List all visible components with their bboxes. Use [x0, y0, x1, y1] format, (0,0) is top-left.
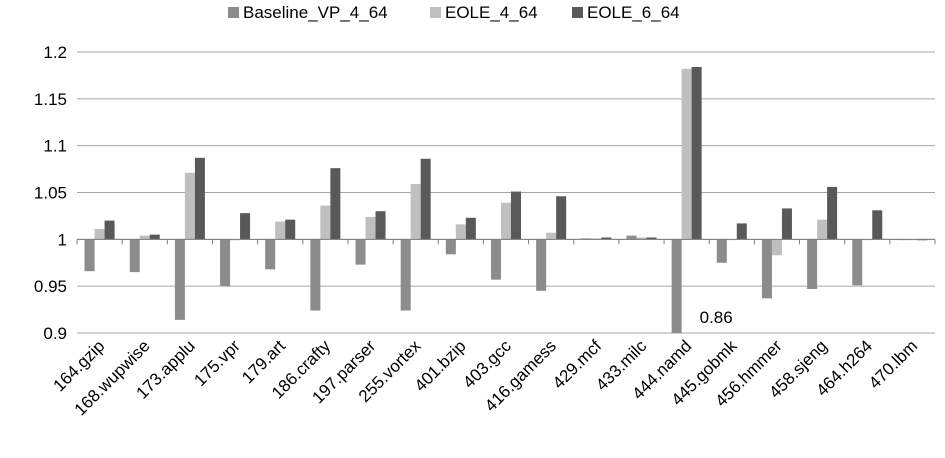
bar-eole-4-64-197-parser — [365, 216, 376, 240]
y-tick-label: 1.15 — [34, 90, 67, 109]
bar-baseline-vp-4-64-433-milc — [626, 235, 637, 240]
x-axis-tick-labels: 164.gzip168.wupwise173.applu175.vpr179.a… — [50, 336, 922, 419]
bar-baseline-vp-4-64-445-gobmk — [716, 239, 727, 263]
bar-eole-6-64-464-h264 — [872, 210, 883, 240]
bar-baseline-vp-4-64-444-namd — [671, 239, 682, 333]
bar-eole-6-64-401-bzip — [465, 217, 476, 240]
y-tick-label: 1.1 — [43, 137, 67, 156]
bars — [84, 66, 928, 333]
legend-swatch-baseline-vp-4-64 — [228, 7, 239, 18]
legend-label-eole-6-64: EOLE_6_64 — [587, 3, 680, 22]
bar-baseline-vp-4-64-403-gcc — [491, 239, 501, 280]
y-tick-label: 1.05 — [34, 184, 67, 203]
annotations: 0.86 — [700, 308, 733, 327]
bar-eole-4-64-168-wupwise — [139, 235, 150, 240]
bar-baseline-vp-4-64-173-applu — [174, 239, 185, 320]
bar-eole-6-64-456-hmmer — [781, 208, 792, 240]
x-axis-line — [76, 238, 936, 245]
legend: Baseline_VP_4_64 EOLE_4_64 EOLE_6_64 — [228, 3, 680, 22]
bar-baseline-vp-4-64-164-gzip — [84, 239, 95, 272]
bar-baseline-vp-4-64-186-crafty — [310, 239, 321, 311]
bar-eole-6-64-255-vortex — [420, 158, 431, 240]
x-tick-label: 470.lbm — [865, 336, 921, 392]
bar-eole-6-64-429-mcf — [601, 237, 612, 240]
y-tick-label: 1 — [58, 230, 67, 249]
bar-eole-6-64-445-gobmk — [736, 223, 747, 240]
bar-eole-6-64-403-gcc — [511, 191, 521, 240]
y-tick-label: 0.95 — [34, 277, 67, 296]
bar-baseline-vp-4-64-179-art — [265, 239, 276, 270]
bar-eole-6-64-186-crafty — [330, 168, 341, 240]
bar-baseline-vp-4-64-456-hmmer — [761, 239, 772, 299]
bar-baseline-vp-4-64-168-wupwise — [129, 239, 140, 273]
bar-eole-6-64-168-wupwise — [149, 234, 160, 240]
legend-swatch-eole-4-64 — [430, 7, 441, 18]
bar-eole-4-64-456-hmmer — [771, 239, 782, 256]
bar-eole-6-64-458-sjeng — [827, 186, 838, 240]
bar-eole-4-64-255-vortex — [410, 184, 421, 240]
bar-baseline-vp-4-64-458-sjeng — [807, 239, 818, 289]
bar-eole-6-64-179-art — [285, 219, 296, 240]
data-label: 0.86 — [700, 308, 733, 327]
bar-eole-4-64-416-gamess — [546, 232, 557, 240]
y-tick-label: 0.9 — [43, 324, 67, 343]
legend-label-baseline-vp-4-64: Baseline_VP_4_64 — [243, 3, 388, 22]
y-axis-tick-labels: 0.9 0.95 1 1.05 1.1 1.15 1.2 — [34, 43, 67, 343]
y-tick-label: 1.2 — [43, 43, 67, 62]
bar-eole-4-64-458-sjeng — [817, 219, 828, 240]
bar-eole-4-64-444-namd — [681, 68, 692, 240]
gridlines — [77, 51, 935, 334]
bar-eole-4-64-179-art — [275, 221, 286, 240]
bar-eole-6-64-197-parser — [375, 211, 386, 240]
bar-eole-6-64-416-gamess — [556, 196, 567, 240]
bar-eole-6-64-175-vpr — [240, 213, 251, 240]
x-tick-label: 175.vpr — [190, 336, 244, 390]
bar-eole-4-64-433-milc — [636, 237, 647, 240]
bar-eole-6-64-444-namd — [691, 66, 702, 240]
bar-eole-6-64-164-gzip — [104, 220, 115, 240]
bar-baseline-vp-4-64-255-vortex — [400, 239, 411, 311]
bar-eole-4-64-164-gzip — [94, 229, 105, 240]
bar-eole-4-64-403-gcc — [501, 202, 511, 240]
bar-eole-4-64-401-bzip — [455, 224, 466, 240]
bar-baseline-vp-4-64-401-bzip — [445, 239, 456, 255]
bar-eole-4-64-186-crafty — [320, 205, 331, 240]
bar-baseline-vp-4-64-175-vpr — [220, 239, 231, 287]
bar-eole-6-64-433-milc — [646, 237, 657, 240]
bar-eole-4-64-173-applu — [184, 172, 195, 240]
bar-baseline-vp-4-64-197-parser — [355, 239, 366, 265]
legend-swatch-eole-6-64 — [572, 7, 583, 18]
legend-label-eole-4-64: EOLE_4_64 — [445, 3, 538, 22]
bar-baseline-vp-4-64-464-h264 — [852, 239, 863, 286]
bar-baseline-vp-4-64-416-gamess — [536, 239, 547, 291]
bar-eole-6-64-173-applu — [194, 157, 205, 240]
